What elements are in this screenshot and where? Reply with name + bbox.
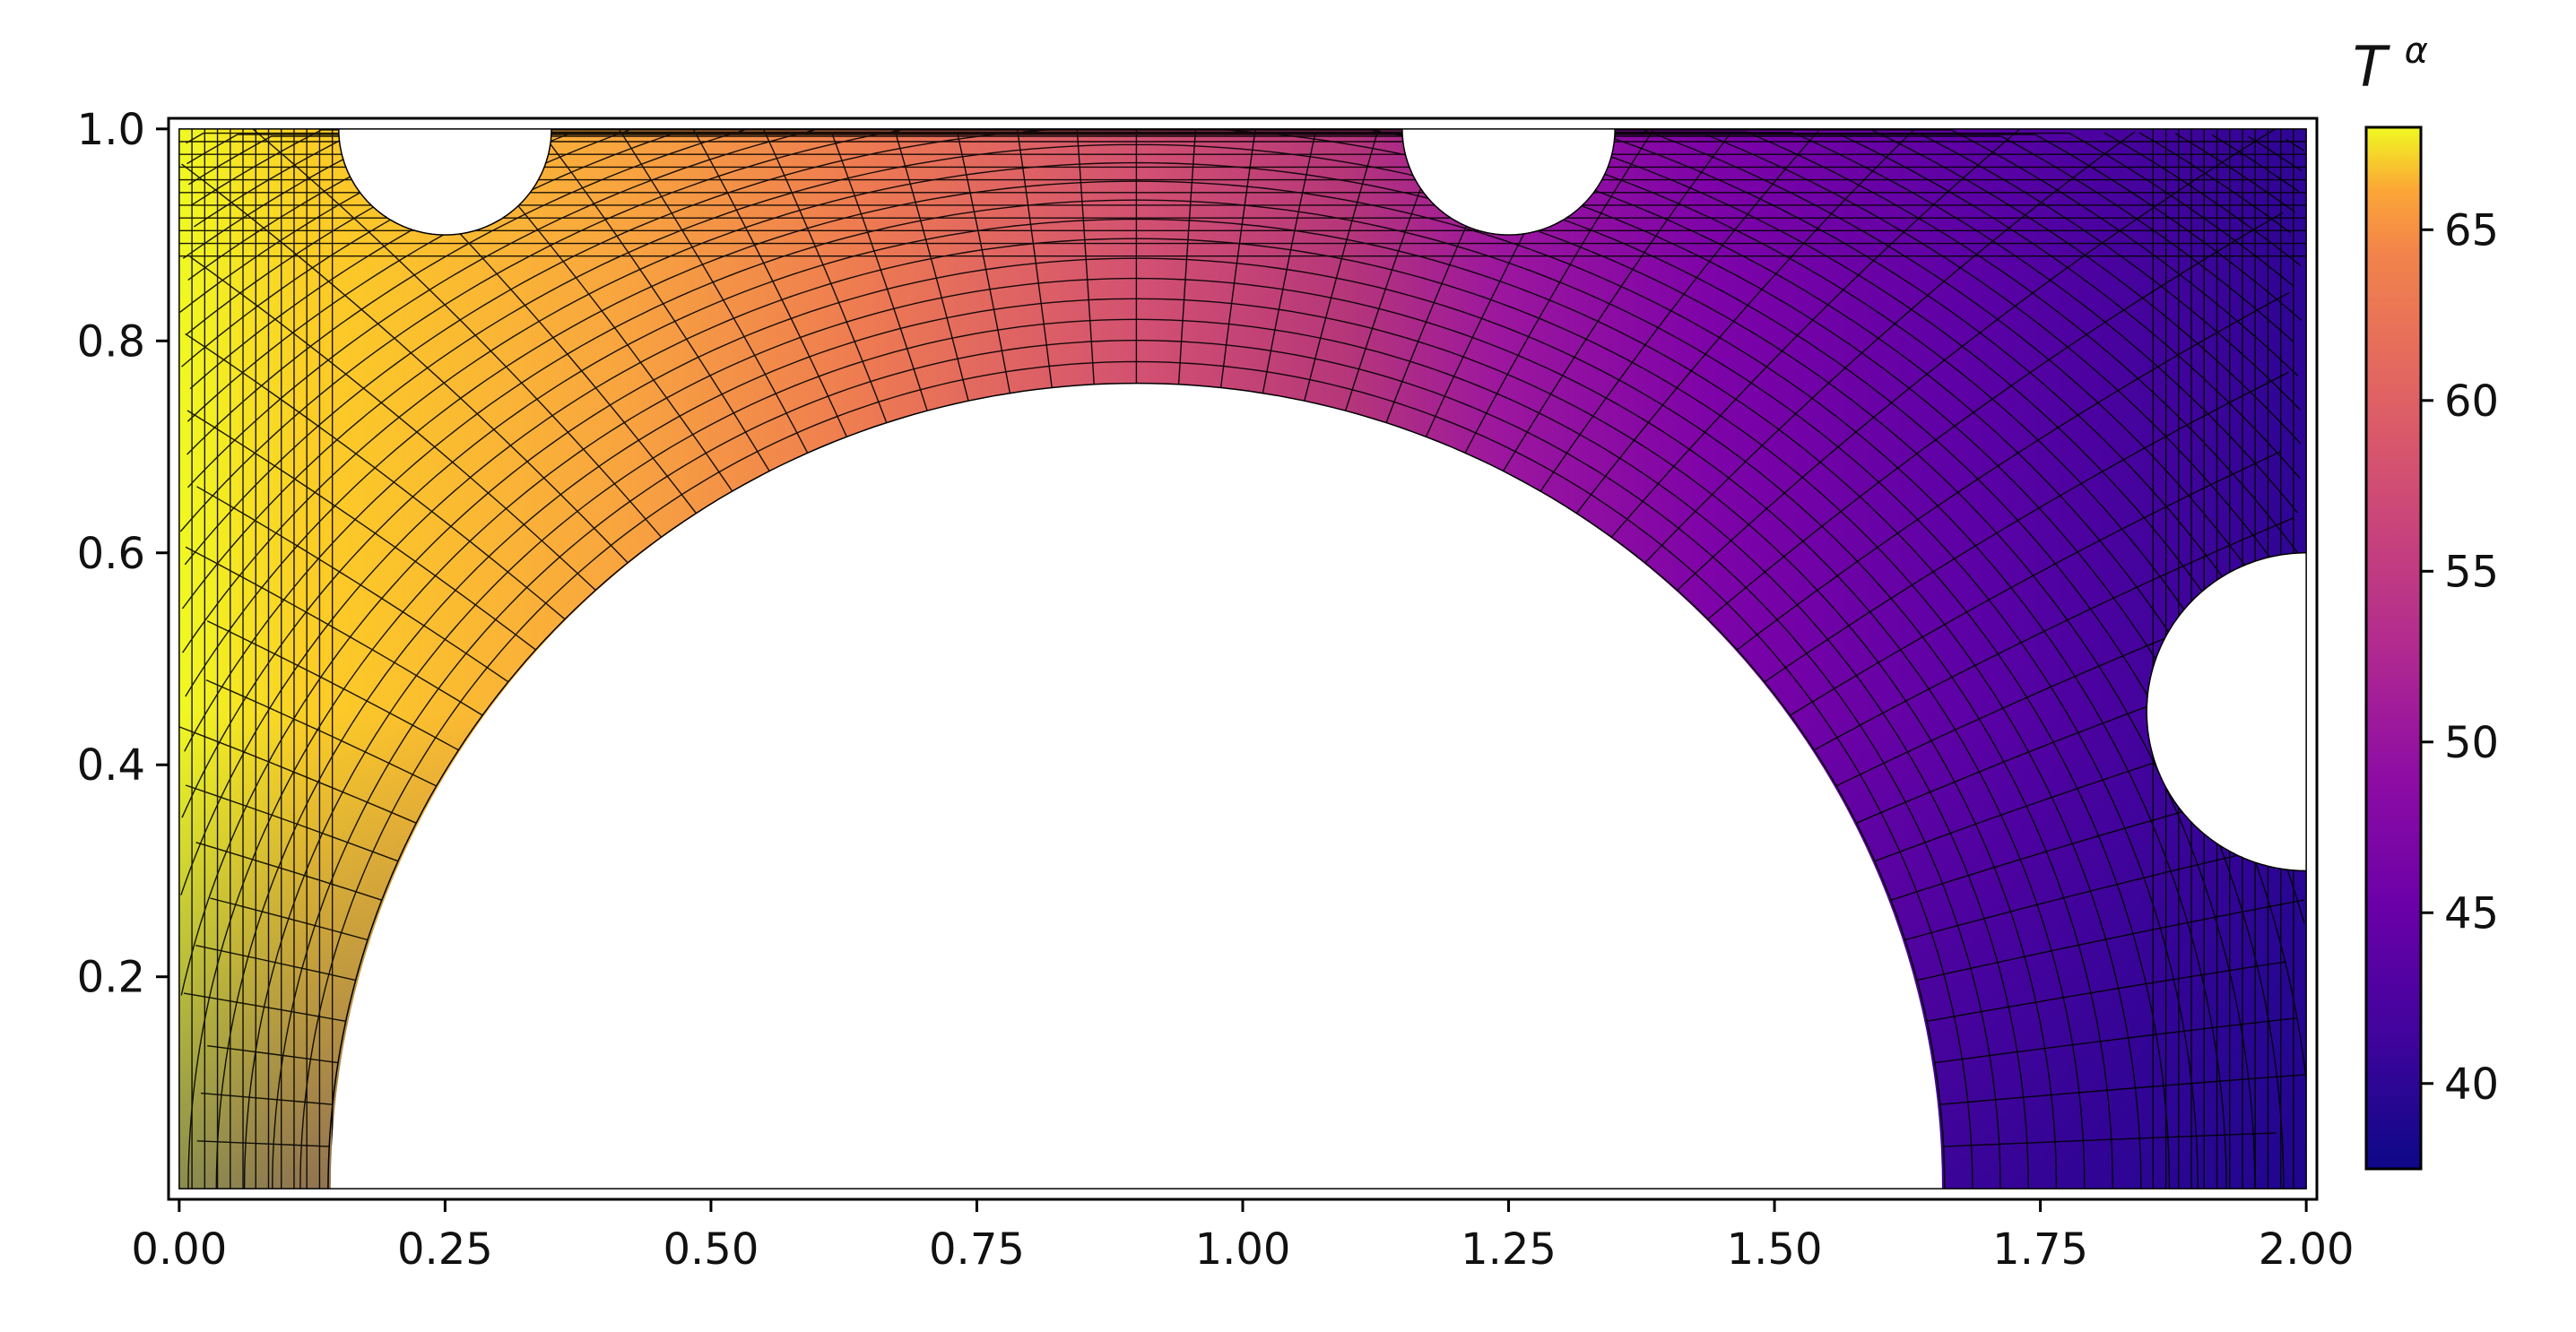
plot-area	[167, 117, 2319, 1201]
y-axis: 0.2 0.4 0.6 0.8 1.0	[77, 105, 169, 1003]
y-tick-label: 0.6	[77, 529, 145, 579]
x-tick-label: 2.00	[2259, 1224, 2355, 1275]
x-tick-label: 0.00	[131, 1224, 227, 1275]
colorbar-tick-label: 40	[2444, 1060, 2499, 1110]
colorbar-tick-label: 60	[2444, 376, 2499, 427]
x-tick-label: 0.25	[397, 1224, 493, 1275]
mesh-lines	[178, 118, 2307, 1189]
y-tick-label: 0.2	[77, 953, 145, 1003]
x-axis: 0.00 0.25 0.50 0.75 1.00 1.25 1.50 1.75 2.00	[131, 1199, 2355, 1275]
colorbar-title: T α	[2353, 30, 2428, 99]
y-tick-label: 1.0	[77, 105, 145, 155]
colorbar-title-symbol: T	[2353, 34, 2390, 99]
temperature-field	[178, 128, 2307, 1189]
colorbar-tick-label: 55	[2444, 547, 2499, 597]
domain-outline	[178, 128, 2307, 1189]
y-tick-label: 0.8	[77, 316, 145, 367]
colorbar-tick-label: 50	[2444, 718, 2499, 768]
colorbar-title-superscript: α	[2405, 30, 2428, 72]
x-tick-label: 1.50	[1727, 1224, 1823, 1275]
colorbar-tick-label: 45	[2444, 888, 2499, 938]
x-tick-label: 1.00	[1195, 1224, 1291, 1275]
colorbar: 40 45 50 55 60 65 T α	[2353, 30, 2499, 1171]
colorbar-tick-label: 65	[2444, 205, 2499, 255]
colorbar-gradient	[2364, 125, 2423, 1171]
x-tick-label: 1.25	[1461, 1224, 1557, 1275]
x-tick-label: 0.50	[663, 1224, 759, 1275]
y-tick-label: 0.4	[77, 740, 145, 791]
x-tick-label: 0.75	[929, 1224, 1025, 1275]
x-tick-label: 1.75	[1992, 1224, 2088, 1275]
